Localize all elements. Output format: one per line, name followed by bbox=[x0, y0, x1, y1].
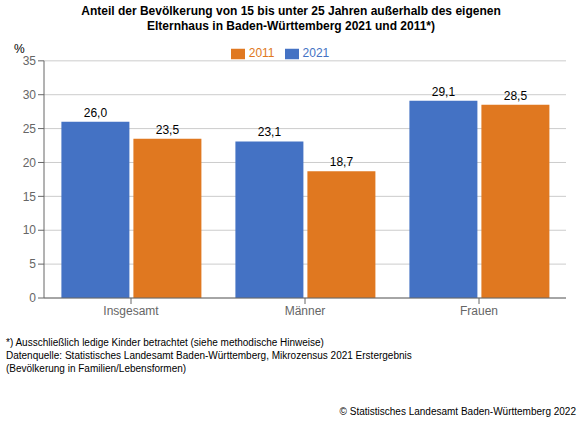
svg-text:29,1: 29,1 bbox=[432, 85, 456, 99]
html-text:Anteil der Bevölkerung von 15: Anteil der Bevölkerung von 15 bis unter … bbox=[81, 4, 501, 18]
svg-text:5: 5 bbox=[29, 257, 36, 271]
svg-text:15: 15 bbox=[23, 190, 37, 204]
svg-text:18,7: 18,7 bbox=[330, 155, 354, 169]
svg-text:Insgesamt: Insgesamt bbox=[103, 304, 159, 318]
html-text:Datenquelle: Statistisches Lan: Datenquelle: Statistisches Landesamt Bad… bbox=[6, 350, 412, 361]
svg-text:30: 30 bbox=[23, 88, 37, 102]
html-text:© Statistisches Landesamt Bade: © Statistisches Landesamt Baden-Württemb… bbox=[339, 406, 576, 417]
svg-text:23,5: 23,5 bbox=[156, 123, 180, 137]
html-text:Elternhaus in Baden-Württember: Elternhaus in Baden-Württemberg 2021 und… bbox=[147, 19, 435, 33]
html-text:2011: 2011 bbox=[248, 46, 275, 60]
svg-text:20: 20 bbox=[23, 156, 37, 170]
html-text:*) Ausschließlich ledige Kinde: *) Ausschließlich ledige Kinder betracht… bbox=[6, 337, 324, 348]
svg-text:23,1: 23,1 bbox=[258, 125, 282, 139]
svg-text:0: 0 bbox=[29, 291, 36, 305]
svg-text:Frauen: Frauen bbox=[460, 304, 498, 318]
svg-text:25: 25 bbox=[23, 122, 37, 136]
html-text:2021: 2021 bbox=[302, 46, 330, 60]
svg-text:26,0: 26,0 bbox=[84, 106, 108, 120]
svg-text:28,5: 28,5 bbox=[504, 89, 528, 103]
svg-text:35: 35 bbox=[23, 54, 37, 68]
svg-text:Männer: Männer bbox=[285, 304, 326, 318]
svg-text:10: 10 bbox=[23, 223, 37, 237]
html-text:(Bevölkerung in Familien/Leben: (Bevölkerung in Familien/Lebensformen) bbox=[6, 363, 187, 374]
